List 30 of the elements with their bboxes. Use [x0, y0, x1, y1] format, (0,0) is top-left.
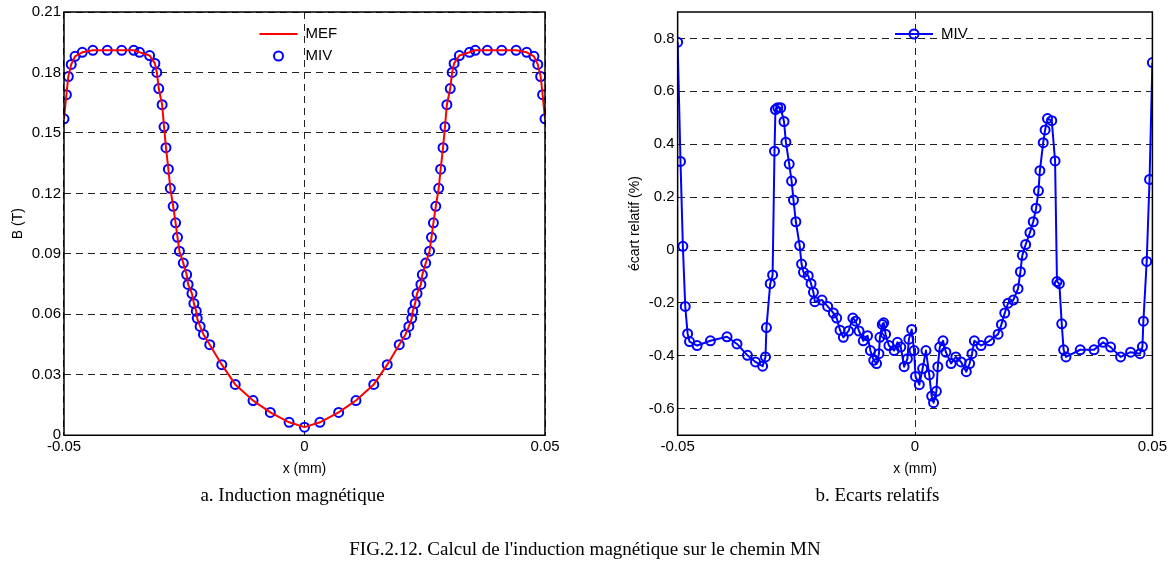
y-tick-label: 0.09 — [31, 243, 61, 261]
y-tick-label: -0.2 — [648, 293, 675, 311]
x-axis-title: x (mm) — [893, 460, 937, 477]
y-tick-label: 0.03 — [31, 364, 61, 382]
y-tick-label: 0.18 — [31, 62, 61, 80]
x-tick-label: 0 — [910, 437, 920, 455]
x-axis-title: x (mm) — [282, 460, 327, 477]
legend-label: MIV — [305, 46, 333, 64]
y-tick-label: -0.6 — [648, 398, 675, 416]
y-tick-label: 0.12 — [31, 183, 61, 201]
y-axis-title: B (T) — [9, 208, 26, 240]
y-tick-label: 0 — [666, 240, 675, 258]
x-tick-label: 0.05 — [530, 437, 560, 455]
legend-label: MEF — [305, 24, 338, 42]
y-tick-label: 0.21 — [31, 2, 61, 20]
x-tick-label: 0.05 — [1137, 437, 1167, 455]
y-tick-label: -0.4 — [648, 345, 675, 363]
y-tick-label: 0.2 — [653, 187, 675, 205]
text: a. Induction magnétique — [199, 484, 386, 506]
y-tick-label: 0.8 — [653, 28, 675, 46]
y-tick-label: 0.06 — [31, 304, 61, 322]
legend-label: MIV — [941, 24, 968, 42]
text: b. Ecarts relatifs — [814, 484, 941, 506]
caption: FIG.2.12. Calcul de l'induction magnétique sur le chemin MN — [348, 538, 822, 560]
y-axis-title: écart relatif (%) — [626, 176, 643, 272]
y-tick-label: 0.4 — [653, 134, 675, 152]
x-tick-label: -0.05 — [660, 437, 695, 455]
x-tick-label: 0 — [300, 437, 309, 455]
y-tick-label: 0.15 — [31, 123, 61, 141]
y-tick-label: 0.6 — [653, 81, 675, 99]
